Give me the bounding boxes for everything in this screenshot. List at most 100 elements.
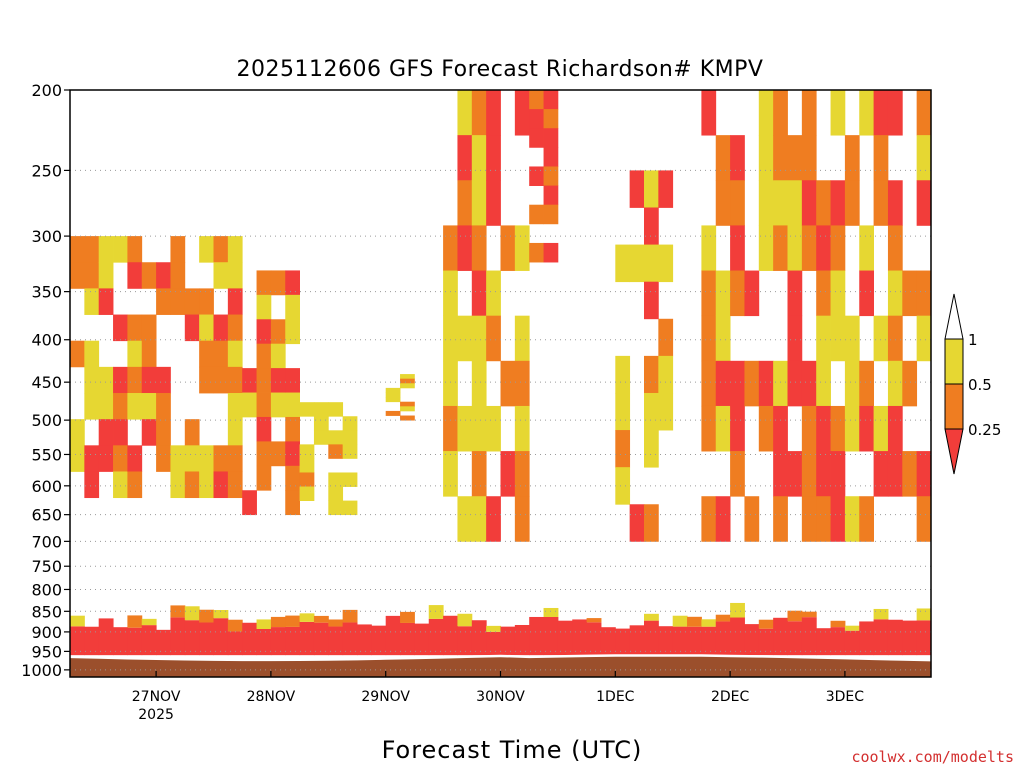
region-cell — [543, 607, 559, 617]
region-cell — [859, 496, 874, 542]
y-tick-label-1000: 1000 — [21, 661, 62, 680]
region-cell — [773, 617, 788, 656]
region-cell — [887, 225, 903, 271]
region-cell — [127, 340, 143, 368]
region-cell — [758, 225, 774, 271]
region-cell — [70, 236, 85, 263]
region-cell — [773, 405, 788, 452]
region-cell — [658, 244, 674, 283]
region-cell — [816, 180, 831, 226]
region-cell — [98, 393, 114, 420]
region-cell — [486, 625, 501, 632]
x-tick-label-28NOV: 28NOV — [247, 689, 296, 705]
region-cell — [586, 618, 602, 623]
y-tick-label-350: 350 — [31, 283, 62, 302]
region-cell — [543, 166, 559, 186]
region-cell — [902, 451, 918, 497]
region-cell — [773, 496, 788, 542]
region-cell — [84, 471, 100, 499]
region-cell — [830, 315, 846, 362]
region-cell — [629, 504, 645, 542]
region-cell — [141, 340, 157, 368]
region-cell — [400, 415, 415, 421]
region-cell — [873, 619, 889, 656]
region-cell — [471, 360, 487, 407]
region-cell — [184, 419, 200, 446]
region-cell — [773, 451, 788, 497]
region-cell — [701, 496, 717, 542]
legend-level-2: 0.25 — [968, 421, 1001, 439]
region-cell — [830, 270, 846, 317]
region-cell — [615, 392, 631, 431]
region-cell — [385, 410, 401, 416]
region-cell — [242, 368, 257, 393]
region-cell — [787, 451, 803, 497]
region-cell — [830, 620, 846, 628]
region-cell — [715, 135, 731, 181]
region-cell — [170, 605, 186, 618]
x-tick-label-27NOV: 27NOV — [132, 689, 181, 705]
region-cell — [615, 430, 631, 468]
region-cell — [715, 315, 731, 362]
region-cell — [514, 624, 530, 656]
region-4 — [385, 374, 415, 421]
region-cell — [299, 472, 315, 487]
region-cell — [127, 471, 143, 499]
region-cell — [486, 315, 501, 362]
y-tick-label-200: 200 — [31, 81, 62, 100]
region-cell — [227, 393, 243, 420]
region-cell — [887, 270, 903, 317]
region-cell — [313, 402, 329, 417]
region-cell — [758, 180, 774, 226]
region-cell — [744, 624, 760, 656]
region-cell — [801, 496, 817, 542]
region-cell — [400, 622, 415, 656]
region-cell — [285, 465, 300, 491]
region-cell — [830, 180, 846, 226]
region-cell — [156, 288, 171, 315]
region-cell — [629, 625, 645, 656]
chart-title: 2025112606 GFS Forecast Richardson# KMPV — [237, 57, 764, 82]
region-cell — [98, 288, 114, 315]
region-cell — [514, 315, 530, 362]
region-cell — [816, 451, 831, 497]
region-cell — [199, 236, 214, 263]
region-cell — [285, 490, 300, 516]
region-cell — [156, 393, 171, 420]
credit-link[interactable]: coolwx.com/modelts — [851, 748, 1014, 766]
region-cell — [529, 616, 545, 656]
region-cell — [773, 360, 788, 407]
region-cell — [141, 393, 157, 420]
region-cell — [816, 405, 831, 452]
ground-fill — [70, 656, 931, 677]
region-cell — [830, 451, 846, 497]
region-cell — [299, 486, 315, 501]
region-cell — [715, 270, 731, 317]
legend-bin-red — [944, 428, 964, 475]
region-cell — [916, 315, 931, 362]
region-7 — [615, 170, 674, 542]
region-cell — [127, 615, 143, 628]
region-cell — [457, 613, 473, 627]
region-cell — [730, 270, 745, 317]
region-cell — [744, 496, 760, 542]
pressure-gridlines — [70, 169, 931, 671]
region-cell — [486, 135, 501, 181]
region-cell — [658, 392, 674, 431]
region-cell — [443, 451, 458, 497]
region-cell — [184, 620, 200, 656]
region-cell — [787, 270, 803, 317]
region-cell — [256, 465, 272, 491]
region-cell — [687, 616, 702, 627]
region-cell — [844, 405, 860, 452]
y-tick-label-400: 400 — [31, 331, 62, 350]
region-cell — [113, 471, 128, 499]
region-cell — [471, 90, 487, 136]
region-cell — [299, 458, 315, 473]
region-cell — [916, 270, 931, 317]
region-cell — [543, 90, 559, 110]
region-cell — [184, 445, 200, 472]
region-cell — [529, 109, 544, 129]
region-cell — [787, 610, 803, 622]
region-cell — [830, 90, 846, 136]
